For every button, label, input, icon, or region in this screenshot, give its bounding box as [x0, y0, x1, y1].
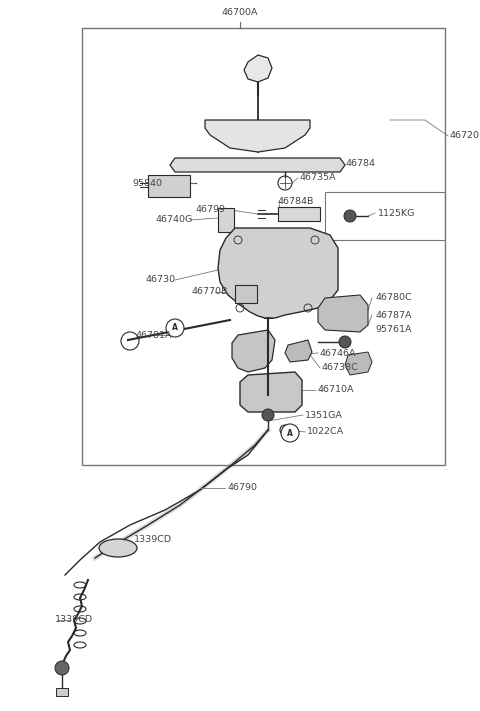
Bar	[56, 688, 68, 696]
Bar	[218, 208, 234, 232]
Bar	[148, 175, 190, 197]
Text: 46710A: 46710A	[318, 385, 355, 395]
Text: 46784: 46784	[345, 159, 375, 168]
Text: 46790: 46790	[228, 483, 258, 493]
Bar	[235, 285, 257, 303]
Polygon shape	[240, 372, 302, 412]
Text: 46740G: 46740G	[155, 215, 192, 225]
Polygon shape	[345, 352, 372, 375]
Polygon shape	[170, 158, 345, 172]
Text: 46770B: 46770B	[192, 287, 228, 296]
Circle shape	[344, 210, 356, 222]
Text: 46781A: 46781A	[135, 331, 171, 339]
Circle shape	[339, 336, 351, 348]
Text: 95761A: 95761A	[375, 326, 411, 334]
Bar	[278, 207, 320, 221]
Text: 46780C: 46780C	[375, 294, 412, 302]
Circle shape	[262, 409, 274, 421]
Circle shape	[283, 427, 288, 432]
Polygon shape	[285, 340, 312, 362]
Text: 46784B: 46784B	[278, 198, 314, 206]
Polygon shape	[318, 295, 368, 332]
Ellipse shape	[99, 539, 137, 557]
Text: A: A	[172, 324, 178, 333]
Text: 95840: 95840	[132, 178, 162, 188]
Polygon shape	[205, 120, 310, 152]
Circle shape	[55, 661, 69, 675]
Text: 46799: 46799	[195, 205, 225, 215]
Polygon shape	[244, 55, 272, 82]
Text: 46787A: 46787A	[375, 311, 411, 319]
Bar	[82, 28, 445, 465]
Text: 1022CA: 1022CA	[307, 427, 344, 437]
Text: 46738C: 46738C	[322, 363, 359, 373]
Circle shape	[281, 424, 299, 442]
Circle shape	[166, 319, 184, 337]
Polygon shape	[218, 228, 338, 318]
Text: 1339CD: 1339CD	[134, 535, 172, 545]
Text: A: A	[287, 429, 293, 437]
Text: 46700A: 46700A	[222, 8, 258, 17]
Polygon shape	[232, 330, 275, 372]
Text: 46720: 46720	[450, 132, 480, 141]
Text: 46735A: 46735A	[300, 173, 336, 183]
Bar	[325, 192, 445, 240]
Text: 1125KG: 1125KG	[378, 208, 415, 218]
Text: 1351GA: 1351GA	[305, 410, 343, 419]
Text: 46730: 46730	[145, 275, 175, 284]
Text: 1339CD: 1339CD	[55, 616, 93, 624]
Text: 46746A: 46746A	[320, 348, 357, 358]
